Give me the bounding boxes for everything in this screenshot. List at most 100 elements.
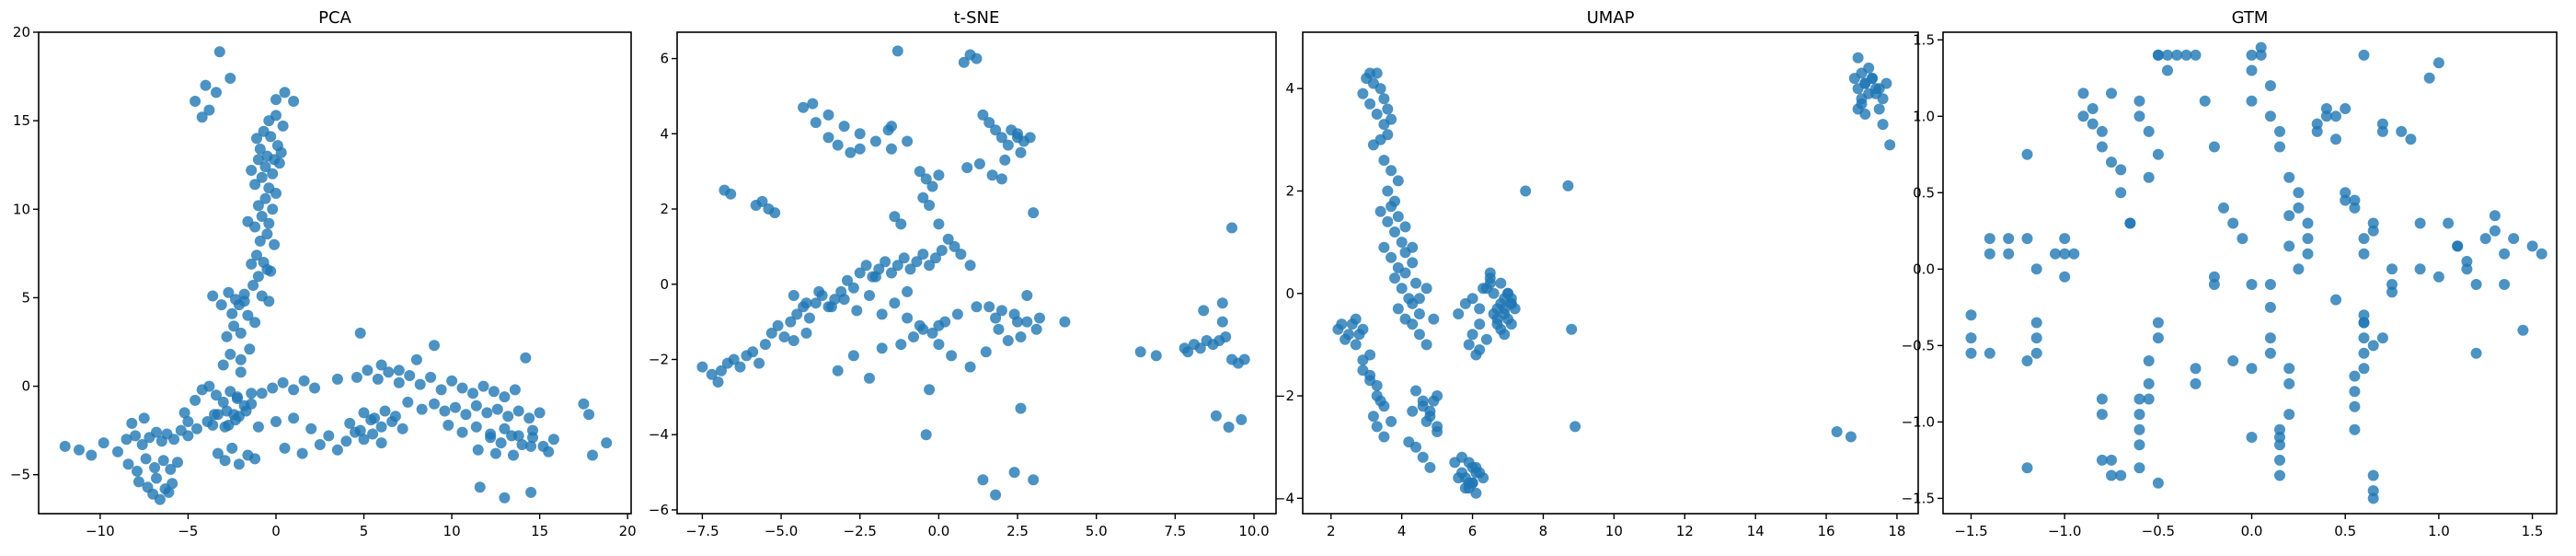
scatter-point	[1474, 344, 1486, 355]
x-tick-label: 10.0	[1238, 523, 1269, 539]
scatter-point	[221, 330, 233, 342]
scatter-point	[2030, 317, 2042, 329]
scatter-point	[864, 372, 875, 384]
scatter-point	[1570, 421, 1581, 433]
scatter-point	[1396, 283, 1408, 295]
scatter-point	[1371, 67, 1383, 79]
scatter-point	[288, 412, 300, 424]
scatter-points	[59, 46, 613, 505]
scatter-point	[990, 312, 1002, 324]
scatter-point	[1378, 119, 1390, 131]
y-tick-label: 0	[660, 276, 669, 293]
scatter-point	[2470, 347, 2482, 359]
scatter-point	[1410, 277, 1421, 289]
scatter-point	[2358, 363, 2370, 375]
scatter-point	[1182, 346, 1194, 358]
scatter-point	[1015, 146, 1027, 158]
y-tick-label: −4	[1274, 490, 1294, 506]
scatter-point	[2274, 423, 2285, 435]
x-tick-label: −5.0	[765, 523, 798, 539]
x-tick-label: 15	[531, 523, 548, 539]
scatter-point	[2311, 125, 2323, 137]
scatter-point	[2190, 363, 2202, 375]
scatter-point	[375, 359, 387, 371]
y-tick-label: 0.5	[1913, 184, 1935, 201]
scatter-point	[2096, 125, 2108, 137]
scatter-point	[252, 200, 264, 212]
scatter-point	[1392, 175, 1404, 187]
scatter-point	[2358, 49, 2370, 61]
scatter-point	[499, 423, 511, 434]
scatter-point	[460, 409, 472, 421]
scatter-point	[917, 323, 929, 335]
scatter-point	[122, 458, 134, 470]
scatter-point	[2021, 462, 2033, 474]
scatter-point	[2367, 340, 2379, 352]
scatter-point	[1353, 329, 1365, 341]
scatter-point	[1984, 248, 1995, 260]
scatter-point	[930, 252, 941, 264]
y-tick-label: −5	[10, 467, 30, 483]
scatter-point	[251, 249, 262, 261]
y-tick-label: 6	[660, 51, 669, 67]
x-axis: 2 4 6 8 10 12 14 16 18	[1327, 514, 1905, 539]
scatter-point	[1386, 415, 1397, 427]
scatter-point	[583, 409, 595, 421]
x-tick-label: 20	[619, 523, 637, 539]
scatter-point	[2050, 248, 2061, 260]
scatter-point	[1484, 267, 1496, 279]
scatter-point	[2396, 125, 2408, 137]
x-axis: −7.5 −5.0 −2.5 0.0 2.5 5.0 7.5 10.0	[685, 514, 1270, 539]
scatter-point	[2340, 187, 2352, 199]
scatter-point	[1386, 201, 1397, 213]
scatter-point	[259, 161, 271, 173]
scatter-point	[263, 217, 275, 229]
scatter-point	[924, 260, 936, 272]
scatter-point	[242, 309, 254, 321]
scatter-point	[235, 353, 247, 365]
scatter-point	[1984, 347, 1995, 359]
scatter-point	[1428, 395, 1440, 407]
scatter-point	[785, 316, 797, 328]
scatter-point	[270, 188, 282, 199]
scatter-point	[126, 417, 138, 429]
scatter-point	[2340, 194, 2352, 206]
scatter-point	[416, 403, 428, 415]
scatter-point	[520, 352, 532, 364]
scatter-point	[1378, 93, 1390, 105]
scatter-point	[924, 384, 936, 396]
scatter-point	[488, 386, 500, 398]
scatter-point	[734, 361, 746, 373]
scatter-point	[1566, 323, 1578, 335]
scatter-point	[2162, 64, 2173, 76]
scatter-point	[1396, 237, 1408, 249]
scatter-point	[951, 308, 963, 320]
scatter-point	[2293, 202, 2305, 214]
scatter-point	[182, 416, 194, 427]
scatter-point	[358, 407, 370, 419]
scatter-point	[2218, 202, 2229, 214]
scatter-point	[933, 169, 945, 181]
scatter-point	[256, 388, 268, 400]
scatter-point	[331, 444, 343, 456]
scatter-point	[2274, 454, 2285, 466]
y-axis: −4 −2 0 2 4	[1274, 80, 1303, 506]
scatter-point	[383, 366, 395, 378]
scatter-point	[2283, 363, 2295, 375]
scatter-point	[838, 121, 850, 133]
y-tick-label: −1.5	[1902, 490, 1935, 506]
scatter-point	[847, 350, 859, 362]
scatter-point	[1012, 316, 1023, 328]
scatter-point	[977, 474, 989, 486]
scatter-point	[2517, 324, 2529, 336]
scatter-point	[86, 449, 98, 461]
scatter-point	[491, 403, 503, 415]
y-tick-label: 10	[13, 201, 30, 217]
scatter-point	[1364, 98, 1376, 110]
scatter-point	[244, 343, 256, 355]
scatter-point	[1499, 329, 1511, 341]
scatter-point	[926, 180, 938, 192]
scatter-point	[939, 316, 951, 328]
scatter-point	[1028, 207, 1040, 219]
scatter-point	[860, 260, 872, 272]
